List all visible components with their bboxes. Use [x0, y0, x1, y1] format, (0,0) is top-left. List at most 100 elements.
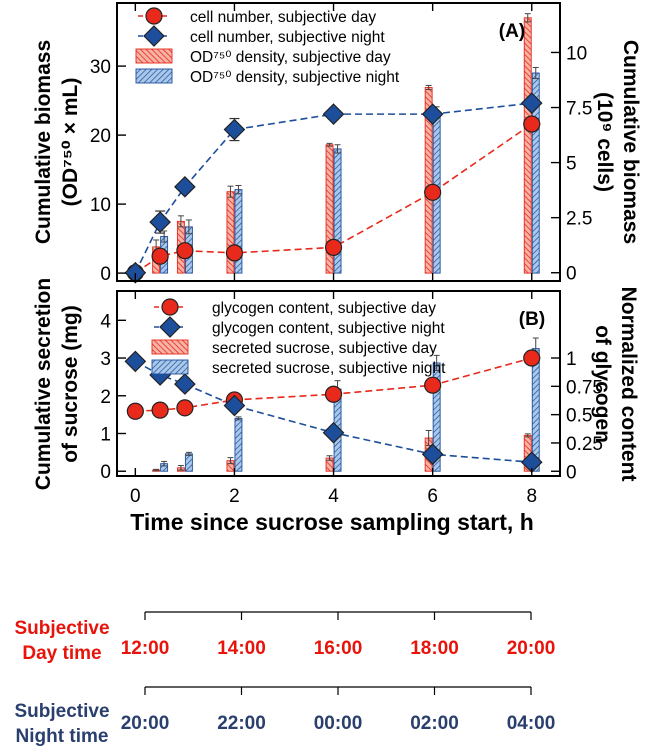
panel-b-ylabel-left-line2: of sucrose (mg) [59, 305, 82, 463]
panel-b-bar-night [184, 453, 193, 472]
panel-b-bar-night [531, 348, 540, 472]
panel-a-point-day [523, 115, 541, 133]
day-scale-tick-label: 16:00 [314, 638, 363, 659]
night-scale-tick-label: 20:00 [121, 713, 170, 734]
panel-b-bars [152, 337, 540, 472]
x-tick-label: 6 [427, 486, 438, 507]
x-tick-label: 4 [328, 486, 339, 507]
panel-b-point-night [223, 394, 246, 417]
night-scale-label-line2: Night time [16, 726, 109, 747]
panel-b-legend-circle-marker [161, 298, 179, 316]
panel-b: 0 1 2 3 4 0 0.25 0.5 0.75 1 (B) glycogen content,… [32, 278, 640, 490]
x-tick-label: 0 [130, 486, 141, 507]
panel-b-legend-label: glycogen content, subjective day [212, 300, 436, 317]
panel-b-legend-label: secreted sucrose, subjective day [212, 340, 437, 357]
panel-a-frame [116, 2, 561, 282]
panel-a-ylabel-left-line2: (OD⁷⁵⁰ × mL) [59, 78, 82, 207]
panel-a-ticks: 0 10 20 30 0 2.5 5 7.5 10 [90, 4, 592, 285]
panel-a-ytick-left-label: 10 [90, 195, 111, 216]
panel-a-ytick-left-label: 30 [90, 57, 111, 78]
panel-b-legend-bar-swatch [151, 359, 189, 375]
panel-a-bar-day [523, 17, 532, 274]
panel-b-legend-label: glycogen content, subjective night [212, 320, 445, 337]
night-scale-tick-label: 04:00 [507, 713, 556, 734]
panel-b-ytick-right-label: 0.75 [566, 377, 603, 398]
day-scale-tick-label: 14:00 [217, 638, 266, 659]
panel-b-ytick-left-label: 1 [100, 424, 111, 445]
time-scale-ticks: 12:00 14:00 16:00 18:00 20:00 20:00 22:00 00:00… [121, 612, 556, 734]
panel-b-label: (B) [519, 309, 545, 330]
panel-b-ticks: 0 1 2 3 4 0 0.25 0.5 0.75 1 [100, 292, 603, 483]
panel-a-legend-diamond-marker [143, 25, 165, 47]
panel-a-point-night [124, 261, 147, 284]
panel-a-point-day [176, 242, 194, 260]
panel-a-ylabel-right-line2: (10⁹ cells) [593, 92, 616, 192]
panel-a: 0 10 20 30 0 2.5 5 7.5 10 (A) cell number, subje… [32, 2, 642, 285]
panel-a-point-night [174, 175, 196, 198]
panel-b-point-night [322, 421, 345, 444]
x-tick-labels: 0 2 4 6 8 [130, 486, 537, 507]
panel-a-point-night [223, 118, 246, 141]
panel-a-label: (A) [499, 21, 525, 42]
time-scales: 12:00 14:00 16:00 18:00 20:00 20:00 22:00 00:00… [14, 611, 556, 747]
panel-b-point-day [424, 376, 442, 394]
panel-a-ytick-right-label: 2.5 [566, 209, 592, 230]
panel-b-point-night [124, 350, 147, 373]
x-tick-label: 8 [526, 486, 537, 507]
day-scale-tick-label: 20:00 [507, 638, 556, 659]
panel-a-ylabel-left-line1: Cumulative biomass [32, 40, 55, 244]
panel-a-point-day [225, 244, 244, 262]
panel-b-legend-label: secreted sucrose, subjective night [212, 360, 446, 377]
panel-b-point-day [523, 349, 541, 367]
panel-b-ytick-right-label: 0 [566, 462, 577, 483]
panel-a-ytick-right-label: 10 [566, 43, 587, 64]
panel-a-point-night [421, 103, 444, 125]
panel-a-ytick-right-label: 0 [566, 264, 577, 285]
panel-b-ylabel-left-line1: Cumulative secretion [32, 278, 55, 490]
day-scale-label-line2: Day time [22, 643, 101, 664]
night-scale-label-line1: Subjective [14, 701, 109, 722]
panel-b-point-day [176, 399, 194, 417]
panel-b-ytick-left-label: 0 [100, 462, 111, 483]
panel-b-ytick-left-label: 3 [100, 349, 111, 370]
day-scale-tick-label: 12:00 [121, 638, 170, 659]
day-scale-label-line1: Subjective [14, 618, 109, 639]
panel-a-ytick-left-label: 0 [100, 264, 111, 285]
night-scale-tick-label: 22:00 [217, 713, 266, 734]
panel-a-legend-bar-swatch [135, 48, 173, 64]
x-tick-label: 2 [229, 486, 240, 507]
panel-a-ytick-right-label: 7.5 [566, 99, 592, 120]
panel-a-legend-circle-marker [145, 7, 163, 25]
panel-a-point-day [324, 238, 343, 256]
panel-a-point-day [424, 183, 442, 201]
panel-a-point-night [520, 92, 543, 114]
panel-b-legend-bar-swatch [151, 339, 189, 355]
panel-b-ytick-right-label: 0.5 [566, 406, 592, 427]
panel-b-point-day [324, 385, 343, 403]
panel-a-ytick-left-label: 20 [90, 126, 111, 147]
panel-a-point-day [151, 247, 169, 265]
panel-b-ylabel-right-line1: Normalized content [617, 287, 640, 482]
panel-b-legend: glycogen content, subjective day glycogen… [151, 298, 446, 377]
panel-a-point-night [149, 211, 171, 233]
panel-a-legend-bar-swatch [135, 68, 173, 84]
panel-b-ylabel-right-line2: of glycogen [591, 325, 614, 443]
panel-b-ytick-right-label: 0.25 [566, 434, 603, 455]
panel-b-legend-diamond-marker [159, 316, 181, 338]
panel-a-legend: cell number, subjective day cell number, … [135, 7, 400, 86]
night-scale-tick-label: 02:00 [410, 713, 459, 734]
panel-b-point-night [421, 443, 444, 466]
panel-b-point-day [151, 401, 169, 419]
panel-b-point-night [174, 373, 196, 395]
night-scale-tick-label: 00:00 [314, 713, 363, 734]
panel-b-bar-night [234, 417, 243, 472]
panel-b-frame [116, 290, 561, 477]
panel-b-ytick-left-label: 4 [100, 311, 111, 332]
panel-b-point-day [126, 402, 144, 420]
panel-a-legend-label: cell number, subjective day [190, 9, 376, 26]
panel-a-ytick-right-label: 5 [566, 154, 577, 175]
day-scale-tick-label: 18:00 [410, 638, 459, 659]
panel-a-point-night [322, 103, 345, 125]
panel-b-ytick-right-label: 1 [566, 349, 577, 370]
panel-a-markers [124, 92, 543, 284]
